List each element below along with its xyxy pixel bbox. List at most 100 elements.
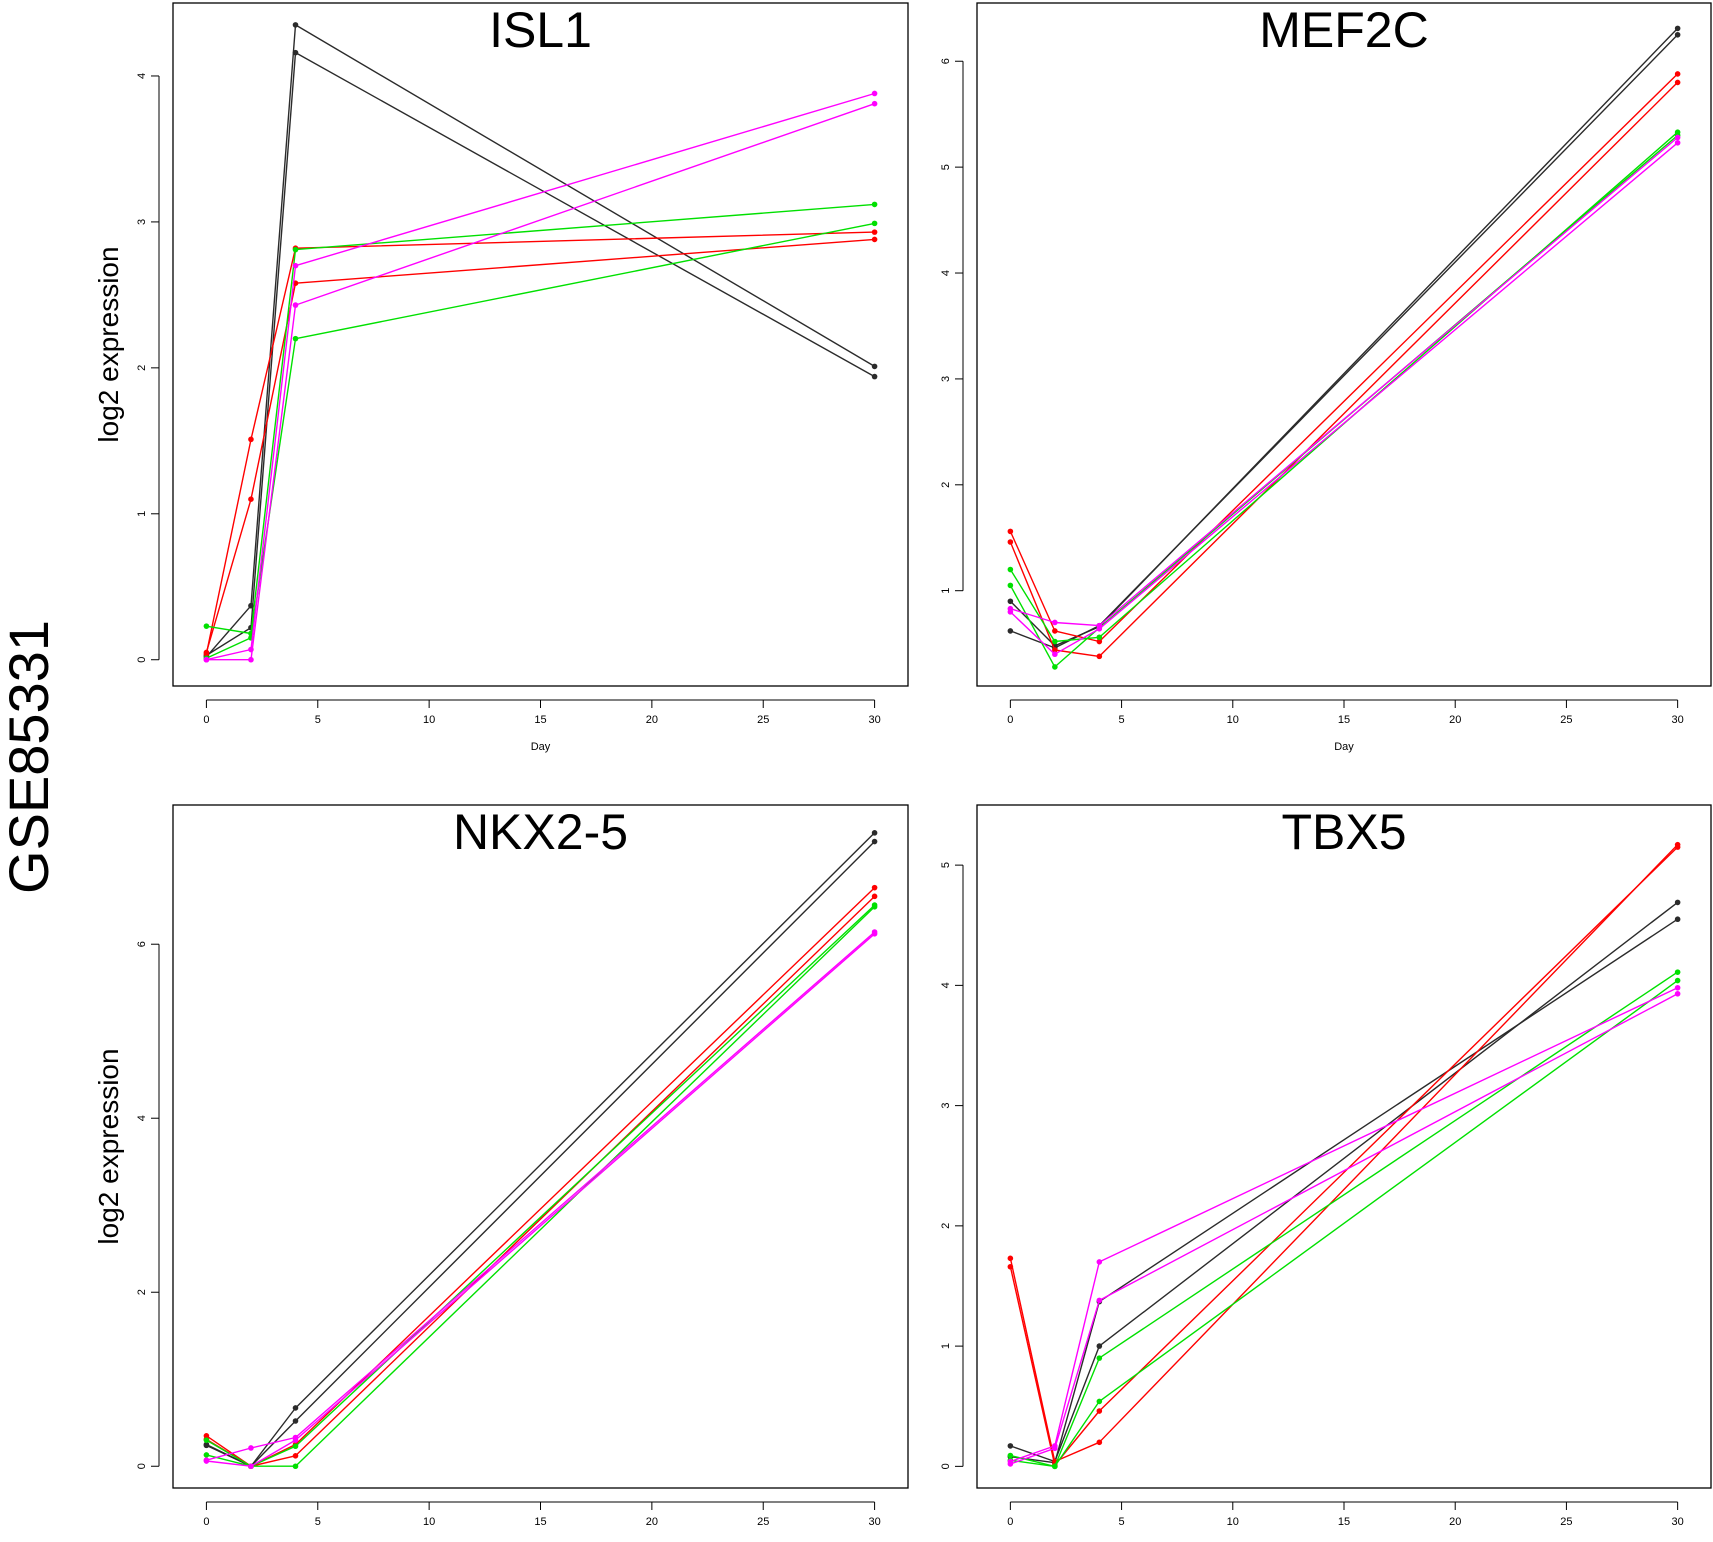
data-point — [871, 903, 878, 910]
data-point — [1096, 1297, 1103, 1304]
series-line — [1010, 34, 1679, 649]
series-line — [206, 203, 875, 635]
x-tick-label: 30 — [868, 1516, 880, 1528]
data-point — [1674, 969, 1681, 975]
x-tick-label: 0 — [203, 714, 209, 726]
x-tick-label: 10 — [423, 1516, 435, 1528]
data-point — [1674, 31, 1681, 38]
data-point — [871, 236, 878, 243]
data-point — [1007, 1461, 1014, 1467]
y-tick-label: 6 — [940, 58, 952, 64]
plot-frame — [172, 804, 909, 1489]
series-8 — [1007, 990, 1681, 1467]
y-tick-label: 3 — [136, 219, 148, 225]
series-line — [1010, 980, 1679, 1468]
y-tick-label: 4 — [136, 73, 148, 79]
series-6 — [203, 903, 878, 1470]
series-2 — [203, 49, 878, 659]
data-point — [1007, 609, 1014, 615]
series-line — [1009, 846, 1679, 1466]
series-5 — [203, 201, 878, 637]
data-point — [248, 436, 254, 443]
x-tick-label: 30 — [868, 714, 880, 726]
data-point — [1674, 899, 1681, 906]
chart-panel-3: NKX2-5051015202530Day0246log2 expression — [93, 804, 909, 1528]
series-4 — [203, 893, 878, 1470]
data-point — [871, 363, 878, 370]
series-5 — [1007, 969, 1681, 1470]
y-tick-label: 2 — [136, 365, 148, 371]
data-point — [1096, 1343, 1103, 1349]
data-point — [1674, 79, 1681, 86]
series-1 — [203, 22, 878, 660]
series-3 — [203, 229, 878, 657]
series-8 — [203, 930, 878, 1470]
x-tick-label: 5 — [1119, 1516, 1125, 1528]
data-point — [1674, 134, 1681, 141]
data-point — [1674, 139, 1681, 146]
series-line — [1010, 993, 1678, 1465]
x-tick-label: 20 — [1449, 714, 1461, 726]
series-line — [205, 238, 875, 653]
data-point — [1052, 651, 1058, 658]
data-point — [1096, 626, 1103, 632]
data-point — [1096, 1398, 1103, 1405]
plot-frame — [976, 804, 1712, 1489]
series-line — [206, 895, 876, 1467]
y-tick-label: 5 — [940, 862, 952, 868]
x-tick-label: 25 — [1560, 714, 1572, 726]
data-point — [1052, 647, 1058, 653]
chart-panel-1: ISL1 0 5 10 15 20 25 30 Day 0 1 2 3 4 log2 expression — [93, 2, 909, 753]
x-tick-label: 30 — [1672, 1516, 1684, 1528]
data-point — [871, 220, 878, 227]
side-label: GSE85331 — [0, 620, 60, 894]
data-point — [1007, 582, 1014, 589]
series-line — [1010, 971, 1678, 1468]
x-axis-label: Day — [531, 741, 551, 753]
data-point — [871, 838, 878, 845]
data-point — [1674, 990, 1681, 997]
data-point — [1052, 619, 1058, 626]
data-point — [1096, 638, 1103, 645]
series-line — [1009, 81, 1679, 658]
data-point — [1096, 1355, 1103, 1361]
data-point — [292, 1437, 299, 1443]
x-tick-label: 25 — [757, 1516, 769, 1528]
chart-title: NKX2-5 — [453, 804, 628, 860]
data-point — [1674, 977, 1681, 984]
series-line — [205, 231, 875, 655]
series-1 — [1007, 25, 1681, 649]
series-7 — [203, 90, 878, 663]
data-point — [203, 656, 210, 663]
chart-panel-2: MEF2C 0 5 10 15 20 25 30 Day 1 2 3 4 5 6 — [940, 2, 1712, 753]
y-tick-label: 2 — [940, 1223, 952, 1229]
y-axis-label: log2 expression — [93, 1048, 124, 1244]
series-line — [205, 24, 875, 658]
x-tick-label: 5 — [315, 714, 321, 726]
series-6 — [203, 220, 878, 662]
x-tick-label: 15 — [534, 714, 546, 726]
data-point — [1052, 638, 1058, 645]
series-8 — [203, 100, 878, 663]
y-tick-label: 3 — [940, 1103, 952, 1109]
series-line — [1010, 136, 1679, 627]
data-point — [1052, 664, 1058, 670]
data-point — [1674, 984, 1681, 991]
data-point — [292, 49, 299, 56]
series-line — [1009, 73, 1679, 643]
x-tick-label: 20 — [1449, 1516, 1461, 1528]
y-tick-label: 1 — [136, 511, 148, 517]
data-point — [292, 1405, 299, 1411]
y-tick-label: 2 — [136, 1289, 148, 1295]
plot-frame — [172, 2, 909, 687]
x-tick-label: 0 — [203, 1516, 209, 1528]
data-point — [203, 1458, 210, 1464]
data-point — [1096, 634, 1103, 641]
x-tick-label: 10 — [1227, 1516, 1239, 1528]
series-line — [206, 51, 875, 656]
series-7 — [1007, 134, 1681, 629]
data-point — [203, 649, 210, 656]
y-tick-label: 0 — [136, 1463, 148, 1469]
x-tick-label: 15 — [1338, 714, 1350, 726]
